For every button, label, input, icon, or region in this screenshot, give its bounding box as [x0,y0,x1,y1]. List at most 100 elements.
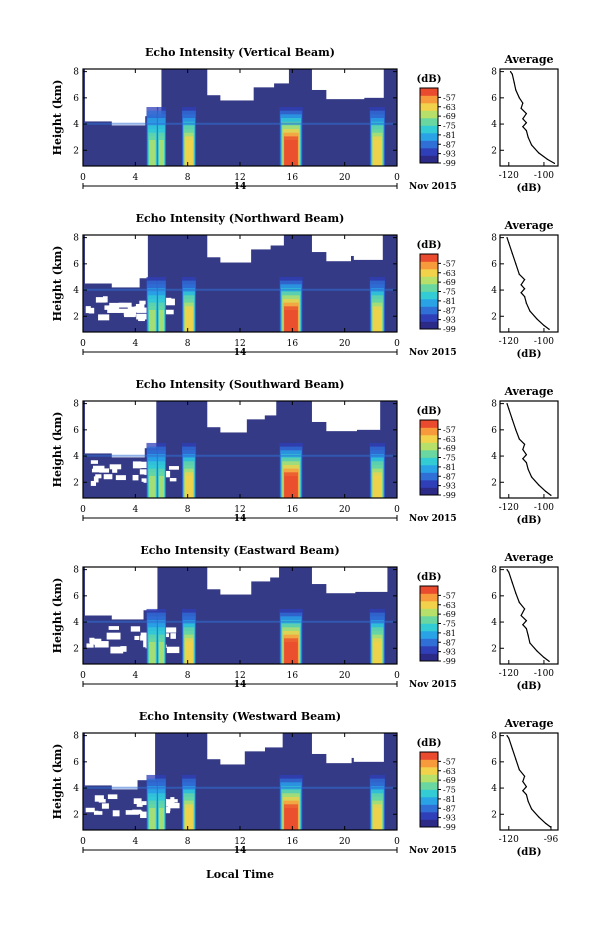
colorbar-swatch [420,321,438,330]
echo-column [158,641,165,664]
colorbar-swatch [420,638,438,647]
profile-point [518,97,520,99]
colorbar-tick-label: -93 [443,150,456,159]
profile-point [522,790,524,792]
clear-sky-region [353,69,384,98]
profile-point [553,162,556,164]
profile-point [511,418,513,420]
x-tick-label: 20 [339,339,351,349]
heatmap-field [83,401,397,498]
clear-sky-region [162,800,173,807]
profile-point [545,490,547,493]
profile-point [522,126,524,128]
x-tick-label: 0 [80,837,86,847]
colorbar-tick-label: -99 [443,823,456,832]
clear-sky-region [115,475,126,481]
colorbar-tick-label: -63 [443,767,456,776]
profile-point [506,569,508,571]
profile-xlabel: (dB) [517,515,542,526]
profile-point [506,237,508,239]
clear-sky-region [132,461,142,469]
colorbar-swatch [420,593,438,602]
x-tick-label: 16 [287,837,299,847]
profile-point [538,152,540,154]
y-tick-label: 6 [73,758,79,768]
x-tick-label: 8 [185,837,191,847]
colorbar: (dB)-57-63-69-75-81-87-93-99 [417,74,456,168]
colorbar-swatch [420,623,438,632]
colorbar-tick-label: -81 [443,463,456,472]
colorbar-swatch [420,148,438,156]
clear-sky-region [140,811,151,819]
x-tick-label: -120 [499,337,519,347]
profile-xlabel: (dB) [517,183,542,194]
y-tick-label: 8 [73,400,79,410]
x-tick-label: -100 [534,337,554,347]
echo-column [149,641,156,664]
y-tick-label: 8 [73,732,79,742]
profile-point [513,81,515,83]
colorbar-swatch [420,653,438,662]
y-tick-label: 6 [73,426,79,436]
colorbar-swatch [420,457,438,466]
profile-point [536,318,538,320]
x-tick-label: 8 [185,339,191,349]
profile-point [543,656,545,659]
profile-frame [499,68,559,167]
echo-band [83,122,397,125]
x-tick-label: 12 [234,505,245,515]
profile-point [527,634,529,636]
clear-sky-region [164,806,171,812]
y-tick-label: 6 [73,94,79,104]
clear-sky-region [127,306,140,312]
colorbar-swatch [420,782,438,790]
y-tick-label: 4 [73,286,79,296]
clear-sky-region [101,803,109,809]
clear-sky-region [94,795,104,802]
profile-point [531,144,533,146]
profile-point [522,448,524,451]
profile-point [524,288,526,290]
clear-sky-region [90,480,97,486]
y-axis-label: Height (km) [51,744,64,820]
x-tick-label: 4 [132,837,138,847]
clear-sky-region [166,646,180,654]
clear-sky-region [353,401,381,430]
y-axis-label: Height (km) [51,246,64,322]
heatmap-field [83,733,397,830]
panel-title: Echo Intensity (Vertical Beam) [145,46,335,59]
clear-sky-region [140,635,153,641]
y-tick-label: 2 [491,146,497,156]
y-axis-label: Height (km) [51,578,64,654]
profile-point [525,302,527,304]
profile-point [548,660,550,662]
clear-sky-region [85,807,95,813]
x-tick-label: -96 [544,835,559,845]
colorbar-tick-label: -93 [443,814,456,823]
colorbar-swatch [420,616,438,624]
colorbar-unit: (dB) [417,572,442,583]
profile-point [515,592,517,594]
x-tick-label: -100 [534,171,554,181]
y-tick-label: 8 [491,68,497,78]
clear-sky-region [103,474,113,480]
y-tick-label: 6 [491,94,497,104]
average-profile: Average 2 4 6 8 -120 -100 (dB) [491,219,559,360]
y-tick-label: 4 [73,452,79,462]
colorbar-swatch [420,133,438,141]
x-tick-label: 0 [394,173,400,183]
profile-point [524,278,526,281]
colorbar-swatch [420,261,438,270]
y-tick-label: 4 [491,452,497,462]
clear-sky-region [86,643,94,648]
x-tick-label: 8 [185,505,191,515]
profile-point [529,642,531,644]
profile-point [538,484,540,486]
clear-sky-region [109,464,122,470]
profile-point [546,158,549,161]
clear-sky-region [136,313,149,320]
colorbar-unit: (dB) [417,240,442,251]
average-profile: Average 2 4 6 8 -120 -100 (dB) [491,53,559,194]
clear-sky-region [132,474,139,481]
clear-sky-region [125,810,139,815]
